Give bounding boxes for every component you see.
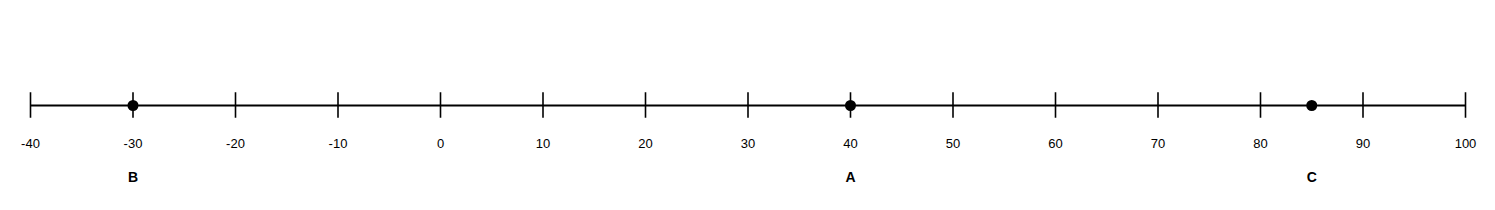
- svg-text:70: 70: [1151, 136, 1165, 151]
- svg-text:40: 40: [843, 136, 857, 151]
- svg-text:B: B: [128, 169, 138, 185]
- svg-text:0: 0: [437, 136, 444, 151]
- svg-text:10: 10: [536, 136, 550, 151]
- svg-text:C: C: [1307, 169, 1317, 185]
- svg-text:30: 30: [741, 136, 755, 151]
- svg-text:-20: -20: [226, 136, 245, 151]
- svg-text:90: 90: [1356, 136, 1370, 151]
- svg-text:50: 50: [946, 136, 960, 151]
- svg-text:-30: -30: [124, 136, 143, 151]
- svg-text:A: A: [845, 169, 855, 185]
- svg-text:-10: -10: [329, 136, 348, 151]
- svg-text:-40: -40: [21, 136, 40, 151]
- svg-text:60: 60: [1048, 136, 1062, 151]
- svg-text:20: 20: [638, 136, 652, 151]
- svg-text:100: 100: [1455, 136, 1477, 151]
- svg-text:80: 80: [1253, 136, 1267, 151]
